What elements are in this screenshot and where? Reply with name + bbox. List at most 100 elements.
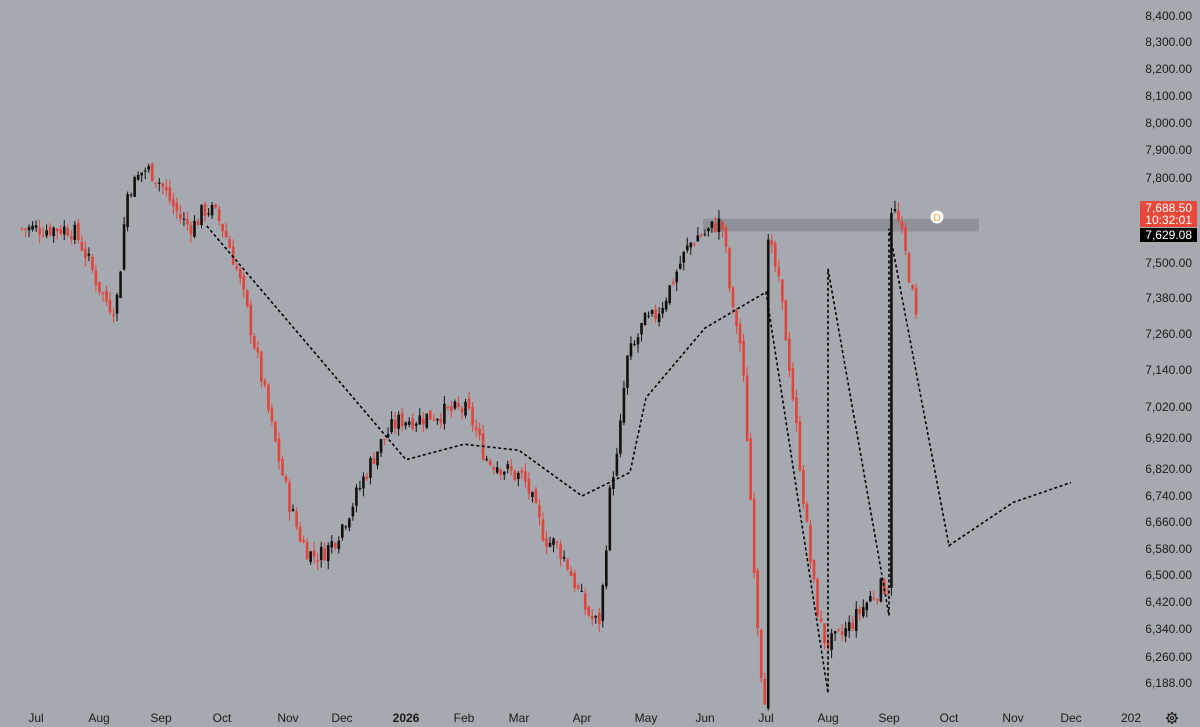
candle-body: [446, 406, 450, 408]
y-tick-label: 6,500.00: [1145, 568, 1192, 582]
candle-body: [362, 476, 365, 489]
candle-body: [872, 598, 876, 600]
candle-body: [538, 504, 541, 518]
candle-body: [636, 337, 640, 345]
candle-body: [94, 270, 98, 286]
candle-body: [372, 458, 376, 464]
y-tick-label: 8,200.00: [1145, 62, 1192, 76]
candle-body: [685, 245, 689, 251]
resistance-zone[interactable]: [703, 218, 979, 232]
candle-body: [583, 593, 587, 610]
candle-body: [330, 541, 334, 548]
y-tick-label: 7,380.00: [1145, 291, 1192, 305]
candle-body: [858, 608, 862, 614]
gear-icon[interactable]: [1166, 712, 1178, 724]
candle-body: [809, 525, 812, 562]
candle-body: [724, 227, 728, 247]
candle-body: [186, 219, 189, 225]
candle-body: [383, 438, 386, 440]
candle-body: [766, 239, 770, 709]
candle-body: [693, 243, 696, 245]
candle-body: [182, 218, 186, 220]
candle-body: [879, 578, 883, 602]
candle-body: [608, 487, 612, 550]
candle-body: [245, 290, 249, 307]
candle-body: [738, 324, 742, 344]
candle-body: [98, 282, 101, 293]
candle-body: [253, 336, 256, 349]
x-tick-label: 2026: [393, 711, 420, 725]
y-tick-label: 8,300.00: [1145, 35, 1192, 49]
candle-body: [73, 224, 77, 240]
candle-body: [587, 606, 591, 616]
candle-body: [326, 544, 330, 562]
candle-body: [393, 419, 397, 429]
candle-body: [457, 402, 460, 407]
candle-body: [165, 186, 168, 191]
candle-body: [397, 414, 400, 429]
candle-body: [242, 275, 246, 290]
candle-body: [597, 613, 601, 624]
candle-body: [552, 538, 555, 546]
x-tick-label: Feb: [454, 711, 475, 725]
x-tick-label: Dec: [1060, 711, 1081, 725]
candle-body: [277, 438, 281, 462]
candle-body: [689, 242, 693, 248]
candle-body: [605, 550, 608, 587]
candle-body: [876, 599, 879, 601]
candle-body: [87, 253, 91, 256]
candle-body: [52, 227, 55, 237]
candle-body: [302, 540, 305, 543]
candle-body: [179, 214, 182, 219]
candle-body: [661, 308, 664, 314]
x-tick-label: Oct: [940, 711, 959, 725]
x-axis[interactable]: Jul Aug Sep Oct Nov Dec 2026 Feb Mar Apr May Jun Jul…: [28, 711, 1141, 725]
x-tick-label: Jun: [695, 711, 714, 725]
candles-layer: [20, 162, 918, 711]
candle-body: [742, 340, 745, 376]
y-tick-label: 6,188.00: [1145, 676, 1192, 690]
candle-body: [101, 292, 105, 294]
candle-body: [784, 300, 788, 341]
y-tick-label: 8,400.00: [1145, 9, 1192, 23]
candle-body: [20, 228, 24, 230]
x-tick-label: May: [635, 711, 658, 725]
candle-body: [735, 310, 738, 327]
candle-body: [763, 678, 767, 705]
candle-body: [495, 467, 499, 473]
candle-body: [805, 504, 809, 522]
resistance-zone-layer: [703, 218, 979, 232]
candle-body: [200, 204, 203, 226]
candle-body: [474, 426, 478, 431]
y-axis[interactable]: 8,400.00 8,300.00 8,200.00 8,100.00 8,000.00…: [1145, 9, 1192, 690]
candle-body: [80, 241, 84, 251]
candle-body: [731, 287, 735, 308]
candle-body: [664, 300, 668, 310]
candle-body: [566, 559, 569, 570]
candle-body: [854, 609, 858, 631]
candle-body: [365, 476, 369, 479]
candle-body: [781, 279, 784, 302]
candle-body: [390, 419, 393, 432]
candle-body: [506, 464, 510, 469]
candle-body: [752, 499, 756, 573]
candle-body: [161, 183, 165, 187]
candle-body: [453, 401, 457, 409]
candle-body: [55, 228, 59, 232]
candle-body: [281, 459, 284, 476]
candle-body: [221, 224, 224, 232]
x-tick-label: Sep: [150, 711, 172, 725]
candle-body: [640, 323, 643, 335]
y-tick-label: 6,260.00: [1145, 650, 1192, 664]
candle-body: [559, 544, 562, 559]
candle-body: [626, 355, 629, 388]
candle-body: [115, 294, 119, 314]
candle-body: [400, 412, 404, 427]
x-tick-label: 202: [1121, 711, 1141, 725]
candle-body: [168, 187, 172, 201]
x-tick-label: Oct: [213, 711, 232, 725]
ma-price-value: 7,629.08: [1145, 228, 1192, 242]
event-marker[interactable]: [930, 210, 944, 224]
candle-body: [509, 466, 513, 471]
